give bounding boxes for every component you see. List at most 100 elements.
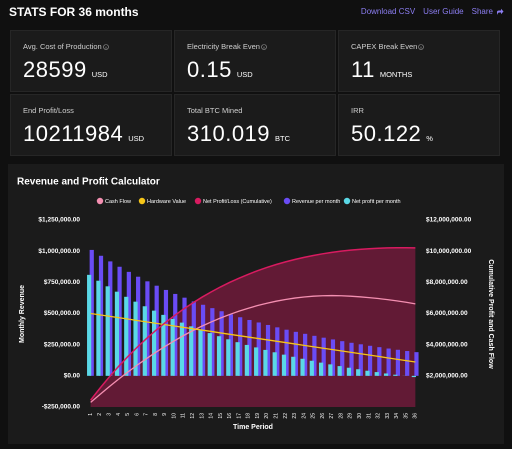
bar [106,286,110,376]
info-icon[interactable] [418,44,424,50]
legend-swatch [195,198,201,204]
x-tick-label: 22 [283,413,289,419]
bar [124,297,128,376]
x-tick-label: 16 [227,413,233,419]
bar [356,369,360,376]
stat-value: 50.122 [351,121,421,146]
x-tick-label: 28 [338,413,344,419]
y2-tick-label: $12,000,000.00 [426,217,472,224]
bar [377,347,381,376]
bar [338,366,342,376]
x-tick-label: 9 [162,413,168,416]
download-csv-link[interactable]: Download CSV [361,7,415,16]
stat-label-row: End Profit/Loss [23,106,74,115]
x-tick-label: 26 [320,413,326,419]
legend-label: Revenue per month [292,199,340,205]
bar [115,292,119,376]
bar [217,336,221,376]
stat-unit: BTC [275,134,290,143]
y-axis-title: Monthly Revenue [19,285,26,343]
x-tick-label: 8 [153,413,159,416]
info-icon[interactable] [103,44,109,50]
x-tick-label: 32 [376,413,382,419]
stat-card: CAPEX Break Even 11 MONTHS [338,30,500,92]
stat-value: 310.019 [187,121,270,146]
stat-value-row: 310.019 BTC [187,121,290,147]
stat-unit: USD [92,70,108,79]
info-icon[interactable] [261,44,267,50]
stat-label: Total BTC Mined [187,106,242,115]
stat-label-row: CAPEX Break Even [351,42,424,51]
x-tick-label: 33 [385,413,391,419]
stat-unit: MONTHS [380,70,413,79]
x-tick-label: 7 [144,413,150,416]
x-tick-label: 3 [107,413,113,416]
bar [235,342,239,376]
page-title: STATS FOR 36 months [9,5,139,19]
legend-label: Hardware Value [147,199,186,205]
x-tick-label: 29 [348,413,354,419]
y2-tick-label: $2,000,000.00 [426,373,468,380]
stat-label: End Profit/Loss [23,106,74,115]
x-tick-label: 27 [329,413,335,419]
share-icon[interactable] [496,8,504,16]
user-guide-link[interactable]: User Guide [423,7,463,16]
legend-label: Net profit per month [352,199,401,205]
x-tick-label: 30 [357,413,363,419]
stat-value-row: 11 MONTHS [351,57,412,83]
bar [152,311,156,376]
y-tick-label: -$250,000.00 [42,404,81,411]
stat-value: 0.15 [187,57,232,82]
x-tick-label: 36 [413,413,419,419]
y2-tick-label: $10,000,000.00 [426,248,472,255]
x-tick-label: 34 [394,413,400,419]
stat-value-row: 50.122% [351,121,433,147]
stat-label-row: Electricity Break Even [187,42,267,51]
stat-value: 10211984 [23,121,123,146]
x-tick-label: 19 [255,413,261,419]
bar [393,375,397,376]
y-tick-label: $0.00 [64,373,81,380]
bar [180,323,184,376]
bar [384,373,388,375]
share-text[interactable]: Share [472,7,493,16]
stat-value: 11 [351,57,375,82]
y-tick-label: $1,250,000.00 [38,217,80,224]
bar [273,352,277,376]
x-tick-label: 1 [88,413,94,416]
bar [171,319,175,376]
legend-swatch [139,198,145,204]
x-tick-label: 17 [236,413,242,419]
bar [226,339,230,376]
bar [396,350,400,376]
x-tick-label: 10 [171,413,177,419]
x-tick-label: 11 [181,413,187,418]
bar [87,275,91,376]
bar [282,355,286,376]
bar [189,326,193,375]
y2-tick-label: $8,000,000.00 [426,279,468,286]
x-tick-label: 35 [403,413,409,419]
share-link[interactable]: Share [472,7,504,16]
chart-title: Revenue and Profit Calculator [17,177,160,188]
chart-panel: Revenue and Profit Calculator Time Perio… [8,164,504,444]
header-links: Download CSV User Guide Share [361,7,504,16]
x-tick-label: 2 [97,413,103,416]
stat-card: IRR 50.122% [338,94,500,156]
bar [347,368,351,376]
x-tick-label: 23 [292,413,298,419]
legend-label: Cash Flow [105,199,131,205]
stat-label: Electricity Break Even [187,42,260,51]
x-tick-label: 5 [125,413,131,416]
x-axis-title: Time Period [233,424,273,431]
stat-value: 28599 [23,57,87,82]
x-tick-label: 18 [246,413,252,419]
x-tick-label: 13 [199,413,205,419]
x-tick-label: 21 [274,413,280,419]
bar [310,361,314,376]
